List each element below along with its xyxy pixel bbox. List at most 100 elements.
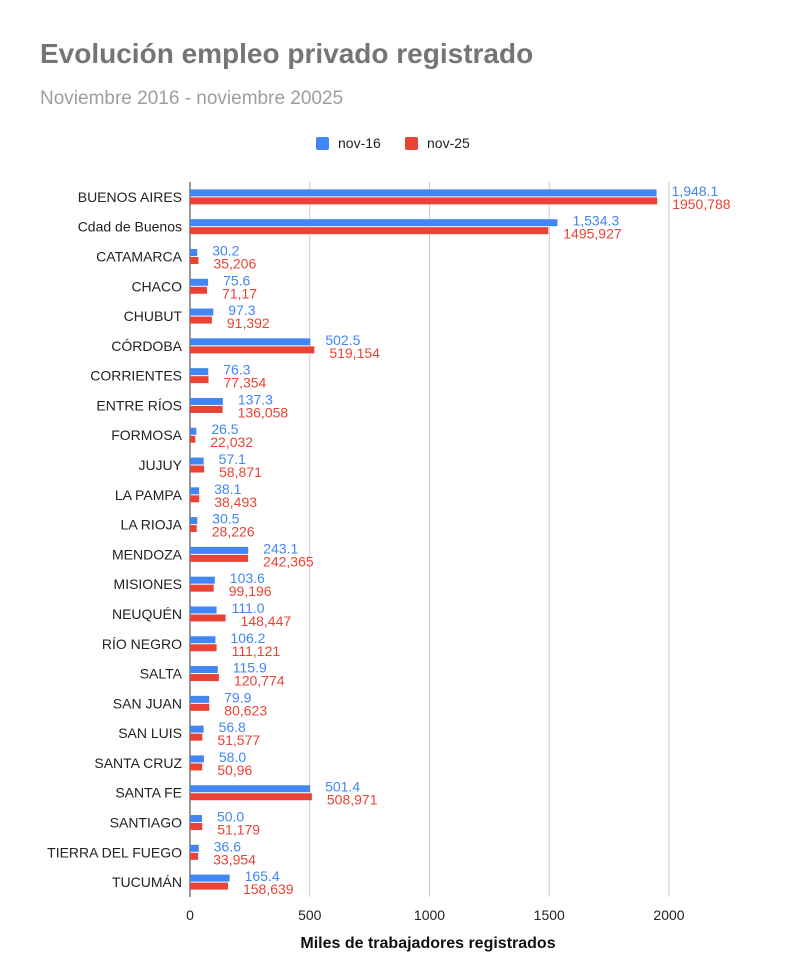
data-label-nov-25: 51,577 [217, 732, 260, 748]
data-label-nov-25: 38,493 [214, 494, 257, 510]
bar-nov-16 [190, 606, 217, 614]
category-label: CHACO [131, 278, 182, 294]
data-label-nov-16: 1,948.1 [672, 183, 719, 199]
data-label-nov-16: 103.6 [230, 570, 265, 586]
legend-label: nov-25 [427, 135, 470, 151]
bar-nov-25 [190, 763, 203, 771]
data-label-nov-25: 508,971 [327, 792, 378, 808]
data-label-nov-16: 50.0 [217, 809, 244, 825]
category-label: ENTRE RÍOS [96, 397, 182, 413]
data-label-nov-16: 165.4 [245, 868, 280, 884]
category-label: SANTIAGO [110, 815, 182, 831]
bar-nov-25 [190, 346, 315, 354]
data-label-nov-25: 51,179 [217, 822, 260, 838]
bar-nov-25 [190, 435, 196, 443]
data-label-nov-16: 26.5 [211, 421, 238, 437]
category-label: LA RIOJA [121, 517, 183, 533]
data-label-nov-16: 76.3 [223, 362, 250, 378]
bar-nov-16 [190, 457, 204, 465]
x-tick-label: 0 [186, 907, 194, 923]
bar-nov-25 [190, 316, 212, 324]
data-label-nov-16: 97.3 [228, 302, 255, 318]
data-label-nov-25: 58,871 [219, 464, 262, 480]
category-label: Cdad de Buenos [78, 219, 182, 235]
bar-nov-16 [190, 427, 197, 435]
data-label-nov-16: 57.1 [219, 451, 246, 467]
category-label: TIERRA DEL FUEGO [47, 844, 182, 860]
bar-nov-25 [190, 554, 249, 562]
x-axis-title: Miles de trabajadores registrados [300, 935, 555, 952]
bar-nov-25 [190, 882, 228, 890]
bar-nov-25 [190, 614, 226, 622]
data-label-nov-16: 56.8 [219, 719, 246, 735]
bar-nov-16 [190, 844, 199, 852]
bar-nov-25 [190, 644, 217, 652]
data-label-nov-25: 158,639 [243, 881, 294, 897]
bar-nov-16 [190, 219, 558, 227]
category-label: BUENOS AIRES [78, 189, 182, 205]
data-label-nov-16: 137.3 [238, 391, 273, 407]
chart-subtitle: Noviembre 2016 - noviembre 20025 [40, 88, 344, 109]
bar-nov-25 [190, 286, 208, 294]
data-label-nov-25: 33,954 [213, 851, 256, 867]
data-label-nov-25: 148,447 [241, 613, 292, 629]
bar-nov-16 [190, 308, 214, 316]
bar-nov-16 [190, 487, 200, 495]
category-label: SANTA FE [115, 785, 182, 801]
data-label-nov-16: 243.1 [263, 540, 298, 556]
bar-nov-25 [190, 823, 203, 831]
bar-nov-25 [190, 674, 219, 682]
bar-nov-16 [190, 725, 204, 733]
x-tick-label: 500 [298, 907, 322, 923]
bar-nov-16 [190, 815, 202, 823]
bar-nov-25 [190, 852, 199, 860]
category-label: TUCUMÁN [112, 874, 182, 890]
bar-nov-16 [190, 338, 311, 346]
bar-nov-16 [190, 517, 198, 525]
bar-nov-25 [190, 465, 205, 473]
category-label: SALTA [140, 666, 183, 682]
data-label-nov-25: 111,121 [232, 643, 281, 659]
data-label-nov-16: 501.4 [325, 779, 360, 795]
bar-nov-16 [190, 278, 209, 286]
bar-nov-25 [190, 227, 549, 235]
data-label-nov-16: 30.5 [212, 511, 239, 527]
bar-nov-25 [190, 525, 197, 533]
category-label: FORMOSA [111, 427, 182, 443]
bar-nov-25 [190, 376, 209, 384]
data-label-nov-25: 242,365 [263, 553, 314, 569]
data-label-nov-25: 1950,788 [672, 196, 731, 212]
bar-nov-16 [190, 368, 209, 376]
category-label: MENDOZA [112, 546, 183, 562]
category-label: CORRIENTES [90, 368, 182, 384]
data-label-nov-16: 115.9 [233, 660, 267, 676]
bar-nov-25 [190, 793, 312, 801]
legend-label: nov-16 [338, 135, 381, 151]
category-label: SANTA CRUZ [94, 755, 182, 771]
data-label-nov-25: 77,354 [224, 375, 267, 391]
data-label-nov-25: 22,032 [210, 434, 253, 450]
bar-nov-16 [190, 666, 218, 674]
data-label-nov-16: 502.5 [325, 332, 360, 348]
legend-swatch [405, 137, 418, 150]
bar-nov-25 [190, 495, 200, 503]
x-tick-label: 1000 [414, 907, 445, 923]
data-label-nov-16: 30.2 [212, 242, 239, 258]
bar-nov-25 [190, 703, 210, 711]
data-label-nov-25: 99,196 [229, 583, 272, 599]
data-label-nov-16: 1,534.3 [572, 213, 619, 229]
data-label-nov-25: 120,774 [234, 673, 285, 689]
data-label-nov-16: 75.6 [223, 272, 250, 288]
category-label: CÓRDOBA [111, 338, 182, 354]
data-label-nov-25: 136,058 [238, 404, 289, 420]
bar-nov-16 [190, 189, 657, 197]
bar-nov-16 [190, 785, 311, 793]
bar-nov-25 [190, 584, 214, 592]
bar-nov-16 [190, 546, 249, 554]
bar-nov-16 [190, 576, 215, 584]
bar-nov-16 [190, 248, 198, 256]
category-label: JUJUY [138, 457, 182, 473]
bar-nov-16 [190, 397, 223, 405]
legend-swatch [316, 137, 329, 150]
